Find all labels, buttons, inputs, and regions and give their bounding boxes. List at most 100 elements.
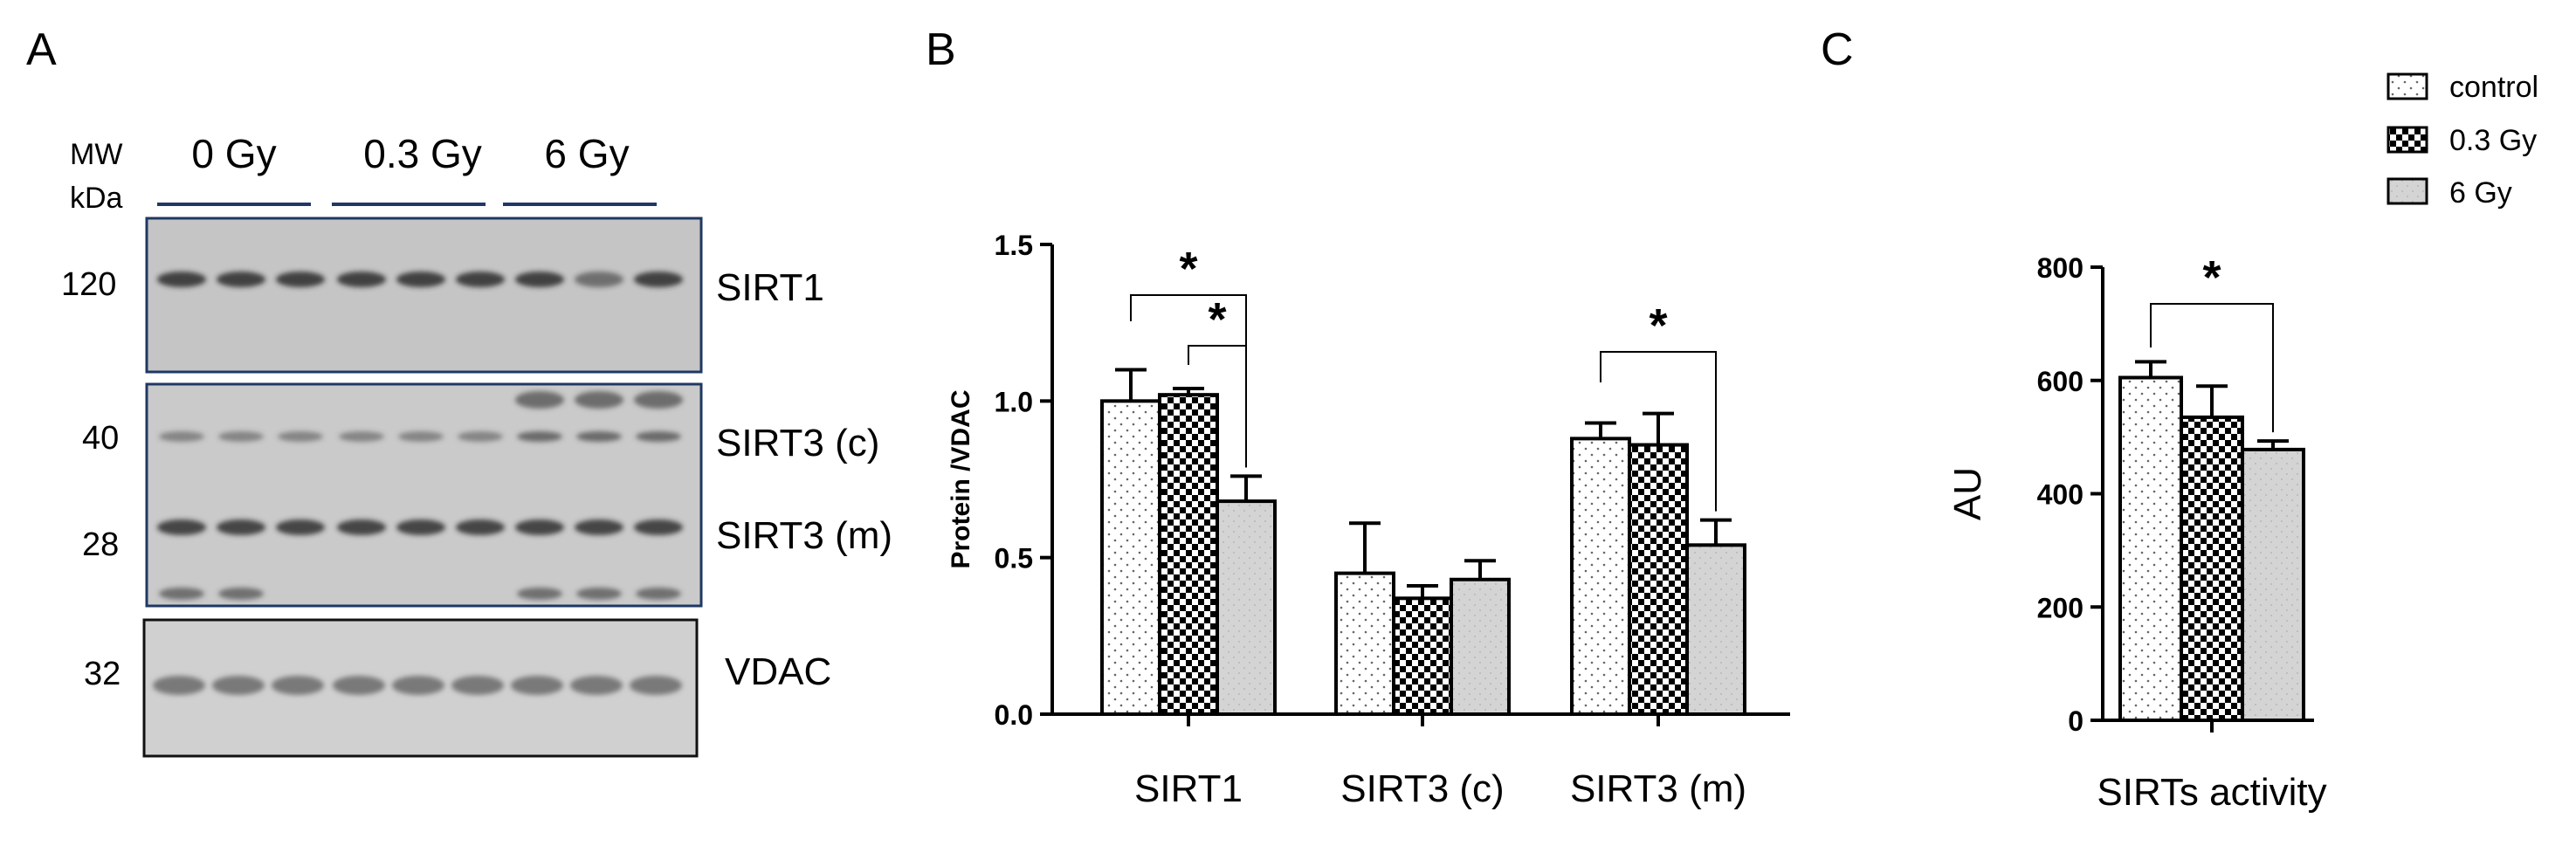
mw-header: MW	[70, 138, 122, 171]
chart-protein-vdac: 0.0 0.5 1.0 1.5 Protein /VDAC SIRT1 SIRT3 (c) S…	[947, 230, 1790, 810]
western-blot: MW kDa 0 Gy 0.3 Gy 6 Gy 120 SIRT1 40 28 …	[61, 131, 892, 758]
legend-swatch-6gy	[2387, 177, 2428, 205]
marker-40: 40	[82, 420, 119, 457]
band-vdac	[333, 676, 385, 695]
label-sirt1: SIRT1	[716, 266, 824, 309]
band-sirt1	[575, 272, 623, 287]
mw-unit: kDa	[70, 182, 123, 215]
band-vdac	[153, 676, 205, 695]
bar-control	[2118, 375, 2183, 722]
band-sirt3-m	[515, 519, 564, 535]
bar-6-gy	[1450, 577, 1511, 716]
y-axis-label: Protein /VDAC	[947, 389, 975, 568]
band-vdac	[392, 676, 444, 695]
band-vdac	[451, 676, 504, 695]
band-sirt3-m	[157, 519, 206, 535]
chart-sirts-activity: 0 200 400 600 800 AU SIRTs activity *	[1946, 251, 2327, 814]
significance-bracket	[1188, 345, 1247, 468]
band-sirt1	[515, 272, 564, 287]
blot-sirt3	[145, 382, 703, 608]
band-sirt1	[396, 272, 445, 287]
band-sirt3-c	[159, 431, 204, 442]
bar-0.3-gy	[1392, 596, 1453, 716]
marker-120: 120	[61, 266, 116, 303]
band-sirt1	[276, 272, 325, 287]
panel-label-c: C	[1821, 24, 1854, 75]
band-vdac	[630, 676, 682, 695]
band-sirt3-c	[218, 431, 264, 442]
bar-control	[1100, 399, 1161, 716]
group-label-03gy: 0.3 Gy	[363, 131, 482, 176]
significance-star: *	[1208, 293, 1226, 346]
band-vdac	[570, 676, 623, 695]
panel-label-b: B	[926, 24, 956, 75]
y-tick-label: 1.0	[995, 386, 1033, 417]
band-sirt3-m	[575, 519, 623, 535]
band-sirt3-c	[458, 431, 503, 442]
band-sirt3-m	[337, 519, 386, 535]
bar-6-gy	[2241, 447, 2305, 723]
label-vdac: VDAC	[725, 650, 831, 693]
band-sirt3-c	[517, 431, 562, 442]
bar-0.3-gy	[2180, 415, 2244, 722]
bar-0.3-gy	[1158, 393, 1219, 716]
band-sirt3-upper	[515, 391, 564, 409]
bar-6-gy	[1216, 499, 1277, 717]
y-tick-label: 0.0	[995, 699, 1033, 731]
blot-sirt1	[145, 217, 703, 374]
y-tick-label: 1.5	[995, 230, 1033, 261]
legend-swatch-control	[2387, 72, 2428, 100]
band-sirt3-low	[218, 588, 264, 600]
x-tick-label: SIRT1	[1134, 767, 1243, 810]
y-tick-label: 800	[2037, 252, 2084, 284]
significance-bracket	[2150, 303, 2274, 433]
legend: control 0.3 Gy 6 Gy	[2387, 71, 2538, 210]
y-tick-label: 0	[2068, 705, 2084, 737]
y-axis-label: AU	[1946, 467, 1989, 520]
band-sirt3-m	[456, 519, 505, 535]
band-sirt3-c	[398, 431, 444, 442]
significance-star: *	[1649, 299, 1667, 352]
group-label-6gy: 6 Gy	[544, 131, 629, 176]
legend-label-control: control	[2449, 71, 2538, 104]
band-sirt3-m	[217, 519, 265, 535]
band-vdac	[272, 676, 324, 695]
marker-32: 32	[84, 656, 121, 692]
significance-star: *	[1179, 243, 1197, 295]
band-sirt3-upper	[634, 391, 683, 409]
band-sirt3-low	[517, 588, 562, 600]
group-label-0gy: 0 Gy	[191, 131, 276, 176]
significance-star: *	[2202, 251, 2221, 304]
band-sirt3-upper	[575, 391, 623, 409]
label-sirt3-m: SIRT3 (m)	[716, 514, 892, 557]
x-tick-label: SIRTs activity	[2097, 771, 2326, 814]
bar-0.3-gy	[1628, 443, 1689, 716]
band-sirt3-c	[576, 431, 622, 442]
legend-label-6gy: 6 Gy	[2449, 176, 2512, 210]
band-sirt3-c	[636, 431, 681, 442]
significance-bracket	[1600, 351, 1717, 512]
band-sirt3-low	[159, 588, 204, 600]
legend-label-03gy: 0.3 Gy	[2449, 124, 2537, 157]
y-tick-label: 200	[2037, 592, 2084, 623]
band-sirt3-low	[636, 588, 681, 600]
band-vdac	[212, 676, 265, 695]
bar-6-gy	[1685, 543, 1746, 716]
band-sirt3-c	[278, 431, 323, 442]
bar-control	[1570, 437, 1631, 716]
band-sirt1	[337, 272, 386, 287]
panel-label-a: A	[26, 24, 57, 75]
band-sirt3-m	[634, 519, 683, 535]
label-sirt3-c: SIRT3 (c)	[716, 422, 879, 464]
y-tick-label: 400	[2037, 479, 2084, 511]
bar-control	[1334, 571, 1395, 716]
y-tick-label: 0.5	[995, 543, 1033, 574]
band-sirt3-m	[276, 519, 325, 535]
band-sirt3-m	[396, 519, 445, 535]
band-sirt1	[634, 272, 683, 287]
band-sirt3-low	[576, 588, 622, 600]
band-sirt1	[217, 272, 265, 287]
band-sirt1	[157, 272, 206, 287]
band-sirt1	[456, 272, 505, 287]
